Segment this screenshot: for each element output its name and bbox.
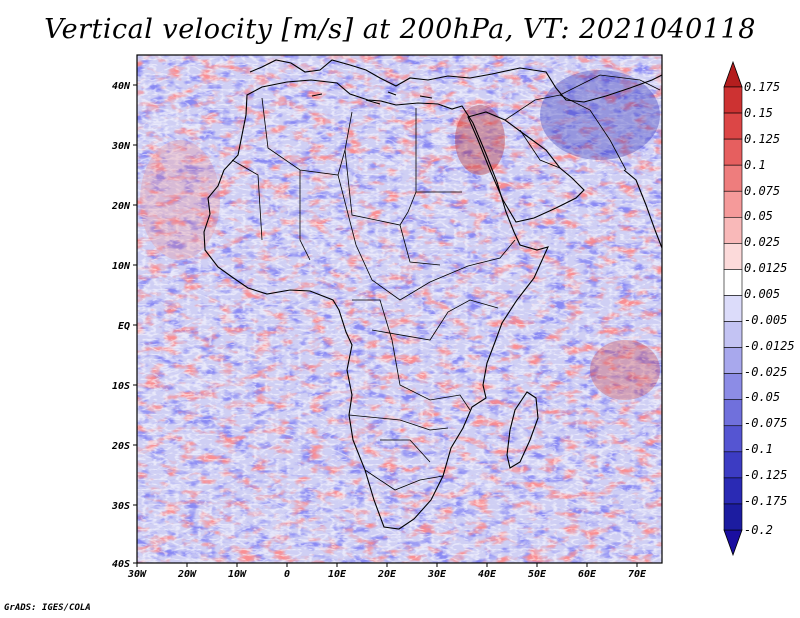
india-coastline [623, 169, 662, 249]
lat-tick-label: 40N [112, 81, 131, 92]
colorbar-label: 0.0125 [744, 261, 787, 275]
lon-tick-label: 20E [377, 569, 397, 580]
grads-credit: GrADS: IGES/COLA [4, 603, 91, 613]
lon-tick-label: 50E [528, 569, 547, 580]
colorbar-label: -0.1 [744, 442, 773, 456]
colorbar-label: 0.025 [744, 235, 780, 249]
colorbar-swatch [723, 190, 743, 218]
lat-tick-label: 10S [112, 381, 130, 392]
colorbar-label: -0.125 [744, 468, 787, 482]
colorbar-label: 0.175 [744, 80, 780, 94]
colorbar-label: -0.005 [744, 313, 787, 327]
arabia-coastline [467, 111, 585, 223]
colorbar-label: -0.05 [744, 390, 780, 404]
lat-tick-label: 40S [112, 559, 130, 570]
colorbar-label: 0.15 [744, 106, 773, 120]
lon-tick-label: 10E [328, 569, 347, 580]
colorbar-swatch [723, 243, 743, 270]
lat-tick-label: 20N [111, 201, 131, 212]
colorbar-label: -0.175 [744, 494, 787, 508]
lon-tick-label: 0 [284, 569, 290, 580]
colorbar-label: 0.1 [744, 158, 766, 172]
colorbar-swatch [723, 295, 743, 322]
colorbar-top-arrow [723, 60, 743, 88]
colorbar-swatch [723, 503, 743, 531]
colorbar-label: 0.05 [744, 209, 773, 223]
colorbar-swatch [723, 138, 743, 166]
africa-coastline [203, 79, 549, 530]
colorbar-label: -0.0125 [744, 339, 795, 353]
colorbar-bottom-arrow [723, 529, 743, 557]
colorbar-label: 0.005 [744, 287, 780, 301]
lat-tick-label: 30N [111, 141, 131, 152]
plot-frame [136, 54, 663, 564]
chart-title: Vertical velocity [m/s] at 200hPa, VT: 2… [44, 14, 756, 45]
madagascar-coastline [506, 391, 539, 469]
lon-tick-label: 10W [228, 569, 247, 580]
lon-axis: 30W 20W 10W 0 10E 20E 30E 40E 50E 60E 70… [127, 563, 647, 580]
colorbar-swatch [723, 112, 743, 140]
lat-tick-label: 10N [112, 261, 131, 272]
colorbar-swatch [723, 451, 743, 479]
country-borders [231, 74, 661, 491]
europe-coastline [249, 59, 662, 103]
lon-tick-label: 30E [427, 569, 447, 580]
colorbar-swatch [723, 373, 743, 401]
colorbar-swatch [723, 86, 743, 114]
lon-tick-label: 60E [578, 569, 597, 580]
colorbar-swatch [723, 399, 743, 427]
colorbar-swatch [723, 164, 743, 192]
colorbar-swatch [723, 216, 743, 244]
lon-tick-label: 70E [628, 569, 647, 580]
lon-tick-label: 20W [177, 569, 197, 580]
lat-axis: 40N 30N 20N 10N EQ 10S 20S 30S 40S [111, 81, 137, 570]
colorbar-swatch [723, 269, 743, 296]
lon-tick-label: 40E [478, 569, 497, 580]
colorbar-swatch [723, 347, 743, 374]
colorbar-swatch [723, 321, 743, 348]
lat-tick-label: EQ [118, 321, 130, 332]
colorbar-label: -0.075 [744, 416, 787, 430]
colorbar-swatch [723, 425, 743, 453]
velocity-field [137, 55, 662, 563]
lon-tick-label: 30W [127, 569, 147, 580]
coastlines [203, 59, 662, 530]
colorbar: 0.175 0.15 0.125 0.1 0.075 0.05 0.025 0.… [723, 60, 795, 557]
mediterranean-islands [311, 91, 433, 105]
colorbar-swatch [723, 477, 743, 505]
colorbar-label: -0.2 [744, 523, 773, 537]
colorbar-label: 0.125 [744, 132, 780, 146]
lat-tick-label: 20S [111, 441, 130, 452]
lat-tick-label: 30S [111, 501, 130, 512]
colorbar-label: -0.025 [744, 365, 787, 379]
colorbar-label: 0.075 [744, 184, 780, 198]
